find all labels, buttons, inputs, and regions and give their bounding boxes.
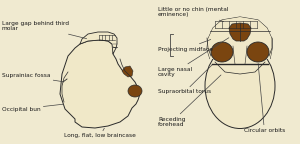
Polygon shape xyxy=(60,40,140,128)
Ellipse shape xyxy=(205,43,275,128)
Text: Occipital bun: Occipital bun xyxy=(2,104,64,111)
Text: Projecting midface: Projecting midface xyxy=(158,39,213,52)
Text: Large nasal
cavity: Large nasal cavity xyxy=(158,38,229,77)
Text: Suprainiac fossa: Suprainiac fossa xyxy=(2,73,64,82)
Text: Receding
forehead: Receding forehead xyxy=(158,75,221,127)
Text: Large gap behind third
molar: Large gap behind third molar xyxy=(2,21,87,39)
Polygon shape xyxy=(122,66,133,77)
Text: Long, flat, low braincase: Long, flat, low braincase xyxy=(64,128,136,139)
Ellipse shape xyxy=(128,85,142,97)
Ellipse shape xyxy=(211,42,233,62)
Ellipse shape xyxy=(247,42,269,62)
Polygon shape xyxy=(229,23,251,41)
Polygon shape xyxy=(207,17,272,59)
Text: Circular orbits: Circular orbits xyxy=(244,63,285,132)
Polygon shape xyxy=(80,32,117,54)
Text: Little or no chin (mental
eminence): Little or no chin (mental eminence) xyxy=(158,7,229,22)
Polygon shape xyxy=(207,17,272,59)
Text: Supraorbital torus: Supraorbital torus xyxy=(158,65,212,94)
